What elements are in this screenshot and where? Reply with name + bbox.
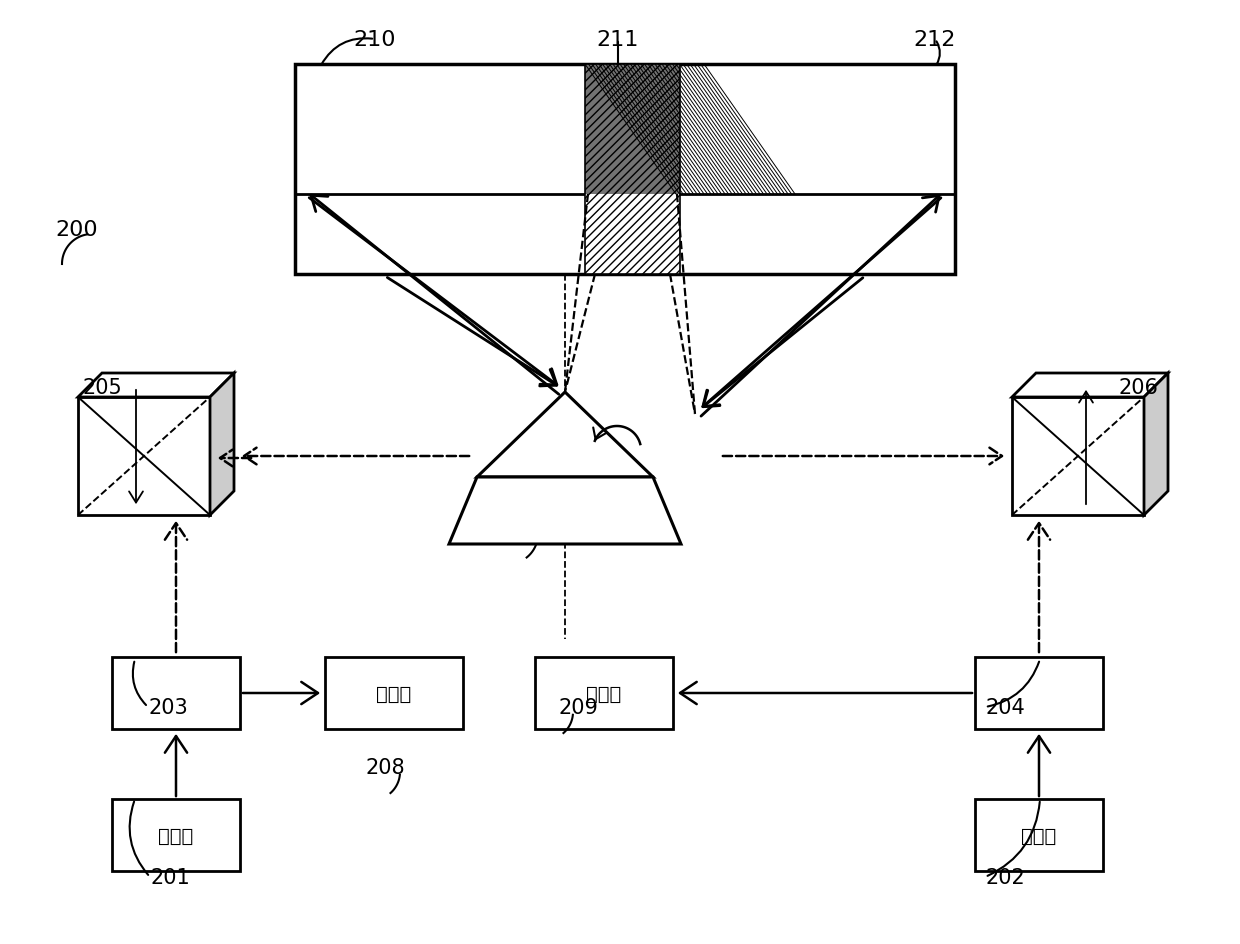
Bar	[975, 657, 1104, 729]
Bar	[295, 65, 955, 275]
Bar	[585, 65, 680, 194]
Text: 211: 211	[596, 30, 639, 50]
Bar	[78, 397, 210, 515]
Text: 202: 202	[985, 868, 1024, 887]
Bar	[325, 657, 463, 729]
Text: 探测器: 探测器	[587, 683, 621, 702]
Text: 207: 207	[479, 517, 518, 537]
Text: 激光器: 激光器	[159, 826, 193, 845]
Text: 210: 210	[353, 30, 397, 50]
Bar	[534, 657, 673, 729]
Text: 探测器: 探测器	[377, 683, 412, 702]
Text: 201: 201	[150, 868, 190, 887]
Bar	[975, 800, 1104, 871]
Polygon shape	[1012, 374, 1168, 397]
Bar	[585, 65, 680, 275]
Text: 206: 206	[1118, 378, 1158, 397]
Text: 203: 203	[148, 698, 187, 717]
Text: 204: 204	[985, 698, 1024, 717]
Bar	[112, 800, 241, 871]
Polygon shape	[477, 393, 653, 478]
Polygon shape	[210, 374, 234, 515]
Polygon shape	[78, 374, 234, 397]
Polygon shape	[449, 478, 681, 545]
Text: 209: 209	[558, 698, 598, 717]
Text: 212: 212	[914, 30, 956, 50]
Polygon shape	[1145, 374, 1168, 515]
Text: 205: 205	[82, 378, 122, 397]
Text: 激光器: 激光器	[1022, 826, 1056, 845]
Bar	[1012, 397, 1145, 515]
Text: 208: 208	[366, 757, 404, 777]
Text: 200: 200	[55, 220, 98, 240]
Bar	[112, 657, 241, 729]
